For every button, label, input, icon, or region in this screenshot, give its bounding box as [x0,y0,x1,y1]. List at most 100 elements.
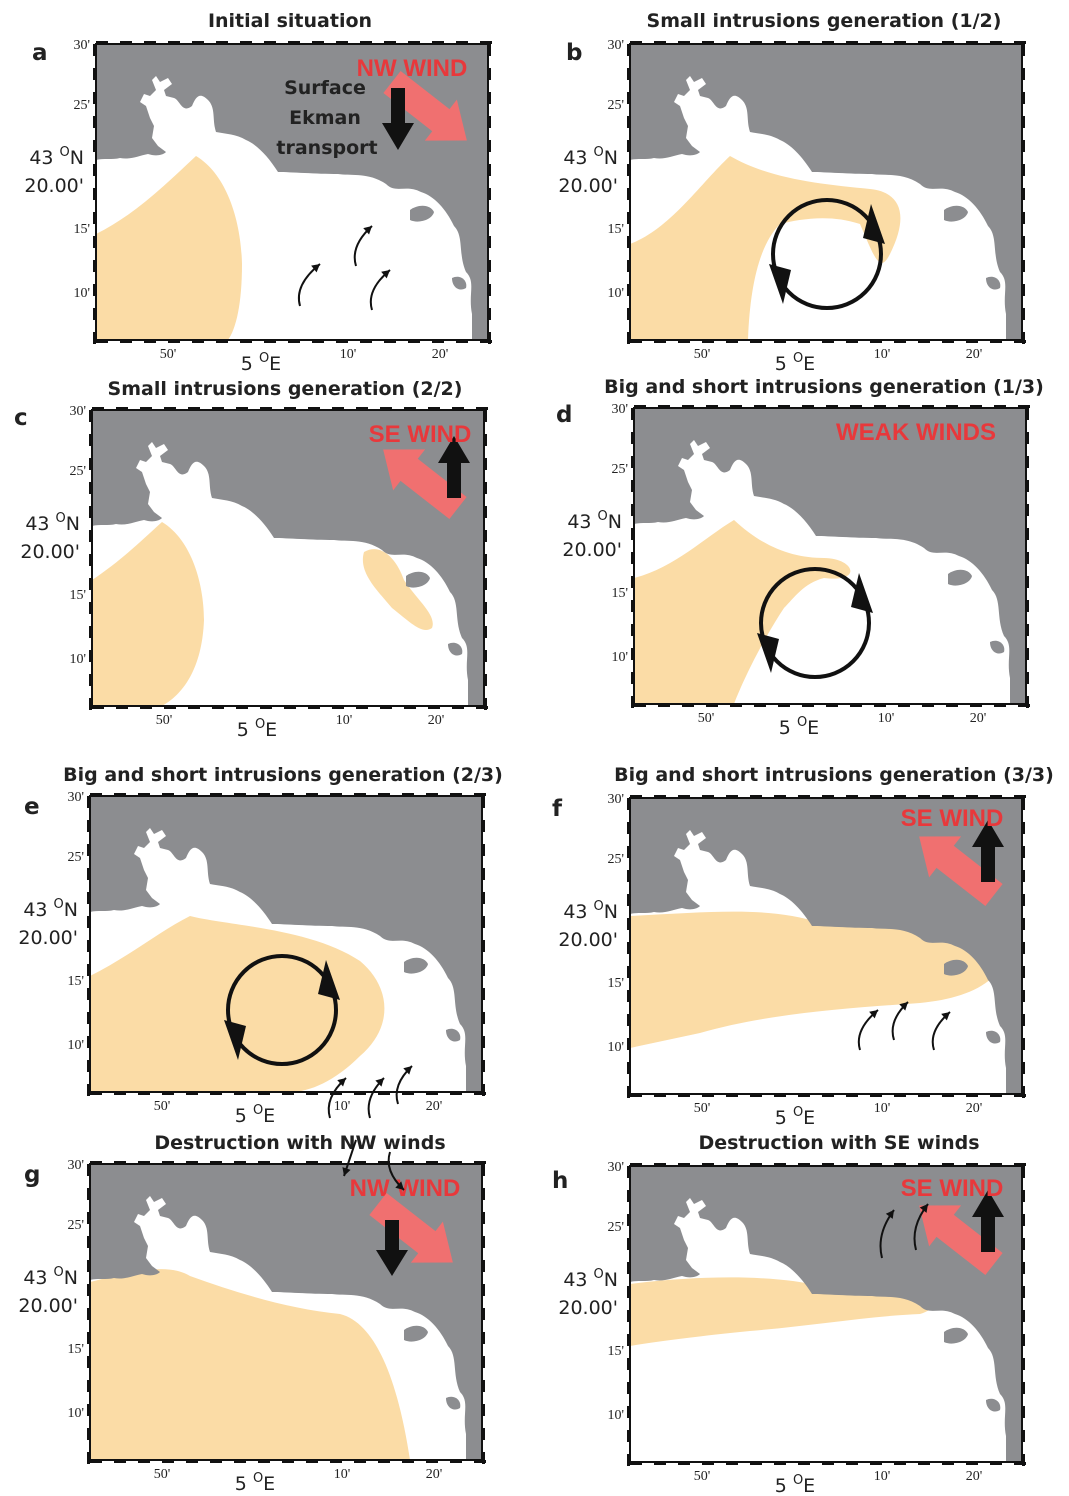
frame-tick-bottom [1014,1094,1026,1097]
frame-tick-left [631,552,634,564]
frame-tick-top [750,41,762,44]
y-tick-label: 30' [73,38,90,53]
frame-tick-bottom [798,1094,810,1097]
y-tick-label: 30' [611,402,628,417]
frame-tick-right [1022,332,1025,344]
frame-tick-right [488,140,491,152]
frame-tick-bottom [822,340,834,343]
y-axis-label-min: 20.00' [558,1297,618,1319]
frame-tick-left [89,410,92,422]
panel-d-map: Big and short intrusions generation (1/3… [556,376,1044,739]
frame-tick-right [484,458,487,470]
wind-label: NW WIND [357,55,468,82]
wind-label: NW WIND [350,1175,461,1202]
frame-tick-bottom [942,1462,954,1465]
y-tick-label: 15' [73,222,90,237]
frame-tick-left [87,1404,90,1416]
frame-tick-left [89,650,92,662]
frame-tick-right [1022,942,1025,954]
frame-tick-top [168,41,180,44]
frame-tick-top [822,795,834,798]
flow-arrowhead-icon [899,1002,908,1011]
frame-tick-bottom [966,1094,978,1097]
frame-tick-top [1014,1163,1026,1166]
frame-tick-bottom [966,1462,978,1465]
frame-tick-top [188,407,200,410]
x-tick-label: 20' [966,1469,983,1484]
flow-arrowhead-icon [869,1010,878,1019]
panel-letter: d [556,402,572,428]
x-axis-label: 5 OE [235,1103,275,1127]
wind-label: WEAK WINDS [836,419,996,446]
y-tick-label: 30' [67,790,84,805]
frame-tick-top [942,795,954,798]
x-tick-label: 20' [428,713,445,728]
wind-label: SE WIND [901,805,1004,832]
frame-tick-bottom [1014,340,1026,343]
wind-arrow-icon [919,836,1003,907]
x-tick-label: 50' [160,347,177,362]
frame-tick-top [870,795,882,798]
frame-tick-left [89,506,92,518]
frame-tick-top [480,41,492,44]
frame-tick-bottom [288,340,300,343]
y-tick-label: 25' [607,1220,624,1235]
frame-tick-left [89,458,92,470]
frame-tick-left [627,1382,630,1394]
frame-tick-right [1022,44,1025,56]
frame-tick-top [354,793,366,796]
frame-tick-left [87,1060,90,1072]
plume-intrusion [362,549,433,630]
frame-tick-bottom [426,1460,438,1463]
frame-tick-right [482,1380,485,1392]
panel-title: Initial situation [208,10,372,32]
frame-tick-top [730,405,742,408]
frame-tick-left [627,140,630,152]
map-frame [89,1163,483,1461]
frame-tick-left [93,44,96,56]
frame-tick-right [1026,432,1029,444]
frame-tick-bottom [216,340,228,343]
frame-tick-top [1014,41,1026,44]
panel-d: Big and short intrusions generation (1/3… [534,372,1068,742]
y-tick-label: 25' [67,1218,84,1233]
frame-tick-top [678,1163,690,1166]
frame-tick-right [482,796,485,808]
frame-tick-bottom [706,704,718,707]
frame-tick-bottom [1014,1462,1026,1465]
frame-tick-top [402,1161,414,1164]
frame-tick-top [450,793,462,796]
frame-tick-bottom [990,340,1002,343]
frame-tick-left [627,1086,630,1098]
frame-tick-top [870,1163,882,1166]
frame-tick-top [282,1161,294,1164]
frame-tick-left [631,672,634,684]
frame-tick-bottom [942,1094,954,1097]
frame-tick-right [1022,894,1025,906]
frame-tick-top [234,793,246,796]
frame-tick-bottom [990,1094,1002,1097]
frame-tick-right [488,308,491,320]
wind-arrow-icon [919,1205,1003,1276]
frame-tick-top [90,1161,102,1164]
frame-tick-right [1022,284,1025,296]
frame-tick-bottom [798,1462,810,1465]
flow-arrowhead-icon [311,264,320,273]
frame-tick-bottom [306,1460,318,1463]
x-tick-label: 10' [340,347,357,362]
y-tick-label: 10' [73,286,90,301]
frame-tick-top [802,405,814,408]
frame-tick-top [426,793,438,796]
frame-tick-top [240,41,252,44]
frame-tick-bottom [850,704,862,707]
frame-tick-left [87,1356,90,1368]
frame-tick-top [702,795,714,798]
frame-tick-top [186,793,198,796]
frame-tick-bottom [990,1462,1002,1465]
frame-tick-right [1022,990,1025,1002]
frame-tick-left [87,1332,90,1344]
frame-tick-top [726,1163,738,1166]
frame-tick-bottom [726,1094,738,1097]
frame-tick-bottom [432,340,444,343]
frame-tick-top [682,405,694,408]
